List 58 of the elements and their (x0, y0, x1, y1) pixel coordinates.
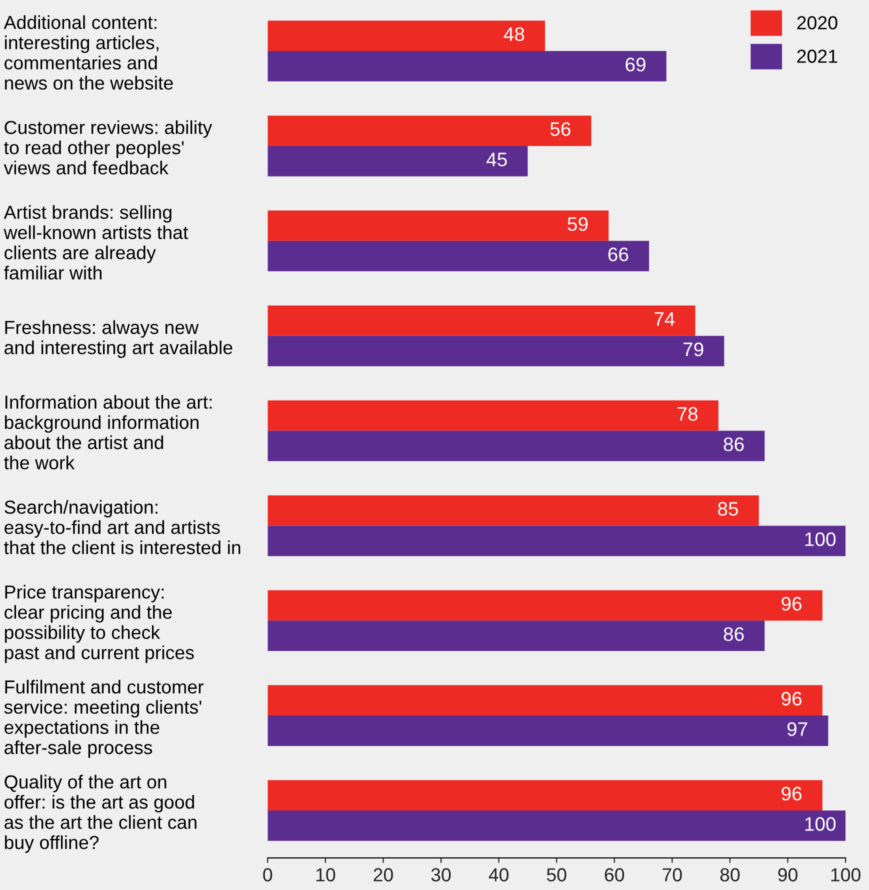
bar (268, 305, 696, 336)
data-label: 74 (654, 312, 675, 326)
data-label: 86 (724, 437, 744, 452)
data-label: 79 (684, 342, 704, 356)
y-tick-label: Customer reviews: ability to read other peoples' views and feedback (4, 120, 212, 174)
data-label: 59 (568, 217, 588, 231)
y-tick-label: Quality of the art on offer: is the art as good as the art the client can buy offline? (4, 774, 196, 853)
bar (268, 716, 828, 746)
bar (268, 430, 765, 462)
y-tick-label: Search/navigation: easy-to-find art and artists that the client is interested in (4, 500, 240, 554)
bar (268, 400, 718, 431)
bar (268, 336, 724, 366)
data-label: 56 (550, 122, 570, 136)
data-label: 78 (678, 407, 698, 421)
data-label: 96 (782, 596, 802, 611)
data-label: 100 (805, 532, 836, 546)
bar (268, 526, 846, 556)
x-tick-label: 10 (316, 868, 336, 882)
data-label: 48 (504, 27, 524, 42)
y-tick-label: Additional content: interesting articles, commentaries and news on the website (4, 15, 173, 90)
data-label: 96 (782, 692, 802, 706)
x-tick-label: 40 (488, 868, 508, 882)
x-tick-label: 100 (831, 868, 860, 882)
x-tick-label: 30 (431, 868, 451, 882)
y-tick-label: Price transparency: clear pricing and the possibility to check past and current prices (4, 584, 194, 663)
data-label: 66 (608, 248, 628, 262)
bar (268, 495, 759, 526)
bar (268, 810, 846, 841)
x-tick-label: 20 (374, 868, 393, 882)
x-tick-label: 70 (662, 868, 682, 882)
data-label: 97 (787, 722, 808, 736)
bar (268, 240, 650, 272)
data-label: 96 (782, 786, 802, 801)
bar (268, 210, 609, 241)
x-tick-label: 80 (720, 868, 740, 882)
bar (268, 620, 765, 652)
x-tick-label: 50 (546, 868, 566, 882)
data-label: 45 (486, 152, 507, 166)
data-label: 86 (724, 627, 744, 642)
bar (268, 685, 822, 716)
y-tick-label: Artist brands: selling well-known artists that clients are already familiar with (4, 205, 188, 280)
bar (268, 116, 592, 146)
bar (268, 590, 822, 621)
bar (268, 51, 666, 82)
legend-label: 2020 (797, 16, 838, 30)
data-label: 69 (626, 58, 646, 72)
x-tick-label: 0 (263, 868, 272, 882)
bar (268, 20, 546, 52)
legend-label: 2021 (797, 50, 838, 63)
x-tick-label: 90 (778, 868, 798, 882)
x-tick-label: 60 (604, 868, 624, 882)
bar (268, 780, 822, 810)
bar (268, 146, 528, 176)
data-label: 100 (805, 817, 836, 831)
y-tick-label: Freshness: always new and interesting art available (4, 320, 232, 358)
y-tick-label: Fulfilment and customer service: meeting clients' expectations in the after-sale process (4, 680, 204, 758)
y-tick-label: Information about the art: background information about the artist and the work (4, 395, 212, 470)
data-label: 85 (718, 502, 738, 516)
